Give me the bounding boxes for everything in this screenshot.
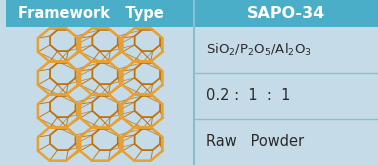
Text: Framework   Type: Framework Type: [18, 6, 164, 21]
Bar: [194, 0, 378, 27]
Text: Raw   Powder: Raw Powder: [206, 134, 304, 149]
Text: 0.2 :  1  :  1: 0.2 : 1 : 1: [206, 88, 290, 103]
Bar: [6, 0, 194, 27]
Text: SiO$_2$/P$_2$O$_5$/Al$_2$O$_3$: SiO$_2$/P$_2$O$_5$/Al$_2$O$_3$: [206, 42, 311, 58]
Text: SAPO-34: SAPO-34: [247, 6, 325, 21]
